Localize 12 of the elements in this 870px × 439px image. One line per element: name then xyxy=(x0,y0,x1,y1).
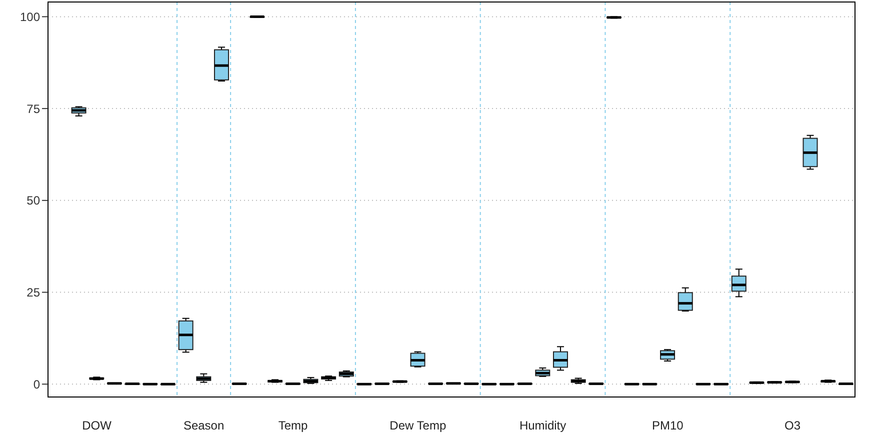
y-tick-label: 75 xyxy=(26,102,40,116)
x-tick-label: O3 xyxy=(784,418,801,433)
x-tick-label: Temp xyxy=(278,418,308,433)
y-tick-label: 50 xyxy=(26,194,40,208)
x-tick-label: Dew Temp xyxy=(390,418,446,433)
y-tick-label: 0 xyxy=(33,377,40,392)
y-tick-label: 25 xyxy=(26,286,40,300)
y-tick-label: 100 xyxy=(20,10,40,24)
x-tick-label: Humidity xyxy=(519,418,566,433)
x-tick-label: Season xyxy=(183,418,224,433)
x-tick-label: PM10 xyxy=(652,418,684,433)
x-tick-label: DOW xyxy=(82,418,112,433)
